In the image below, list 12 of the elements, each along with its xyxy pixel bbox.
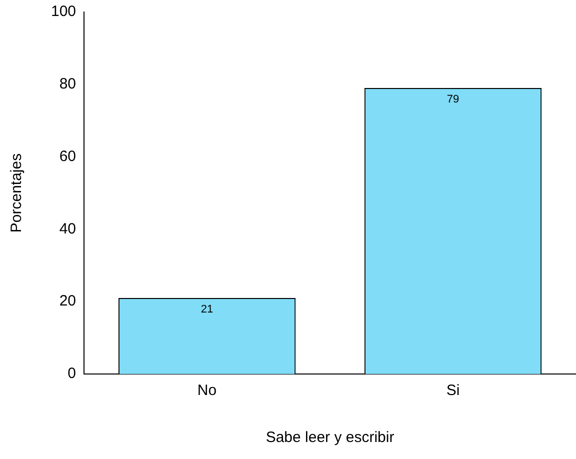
x-tick-label: Si — [446, 382, 460, 400]
y-tick-label: 40 — [59, 220, 76, 238]
y-tick-label: 60 — [59, 148, 76, 165]
y-tick-label: 100 — [50, 3, 76, 20]
y-tick-label: 20 — [59, 292, 76, 310]
y-axis-title: Porcentajes — [8, 153, 26, 233]
x-tick-label: No — [197, 382, 217, 400]
x-axis-title: Sabe leer y escribir — [266, 429, 394, 446]
y-tick-label: 0 — [68, 365, 76, 382]
data-label: 79 — [446, 94, 460, 106]
y-tick-label: 80 — [59, 76, 76, 93]
data-label: 21 — [200, 304, 214, 316]
